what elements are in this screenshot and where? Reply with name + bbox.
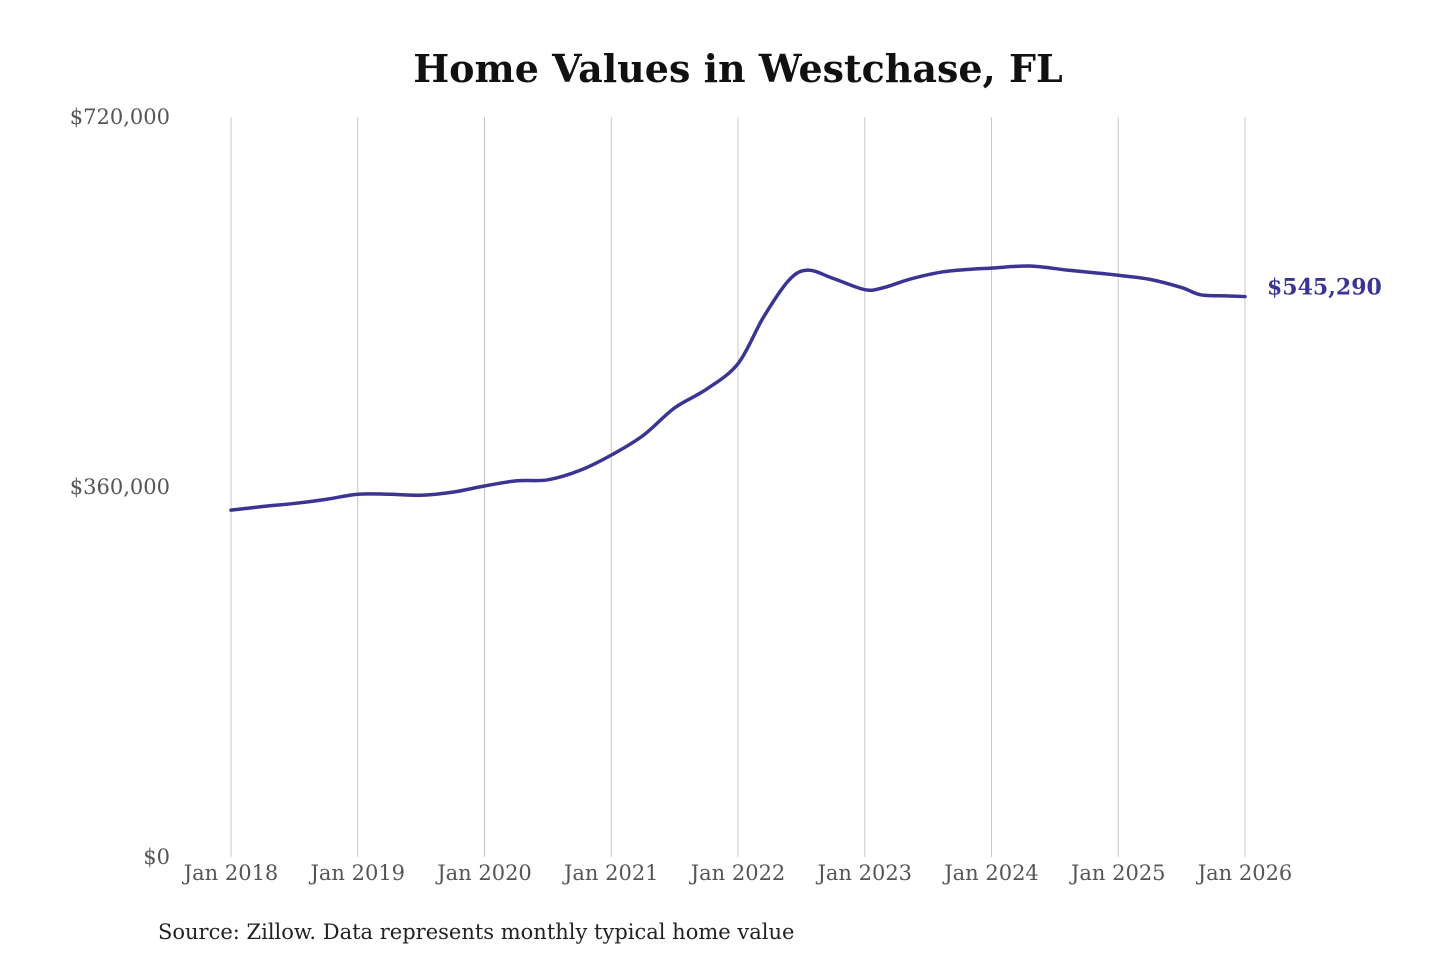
- series-line: [229, 264, 1247, 512]
- x-tick-label: Jan 2019: [308, 861, 405, 885]
- x-tick-label: Jan 2023: [815, 861, 912, 885]
- source-note: Source: Zillow. Data represents monthly …: [158, 920, 794, 944]
- x-tick-label: Jan 2020: [435, 861, 532, 885]
- x-tick-label: Jan 2018: [182, 861, 279, 885]
- x-tick-label: Jan 2025: [1069, 861, 1166, 885]
- y-tick-label: $720,000: [70, 105, 170, 129]
- x-tick-label: Jan 2026: [1196, 861, 1293, 885]
- x-tick-label: Jan 2024: [942, 861, 1039, 885]
- end-value-label: $545,290: [1267, 275, 1382, 301]
- x-tick-label: Jan 2021: [562, 861, 659, 885]
- gridlines: [230, 117, 1246, 857]
- x-tick-label: Jan 2022: [689, 861, 786, 885]
- y-tick-label: $360,000: [70, 475, 170, 499]
- y-axis: $0 $360,000 $720,000: [70, 105, 170, 869]
- chart-title: Home Values in Westchase, FL: [413, 46, 1062, 91]
- y-tick-label: $0: [143, 845, 170, 869]
- x-axis: Jan 2018 Jan 2019 Jan 2020 Jan 2021 Jan 2022…: [182, 861, 1293, 885]
